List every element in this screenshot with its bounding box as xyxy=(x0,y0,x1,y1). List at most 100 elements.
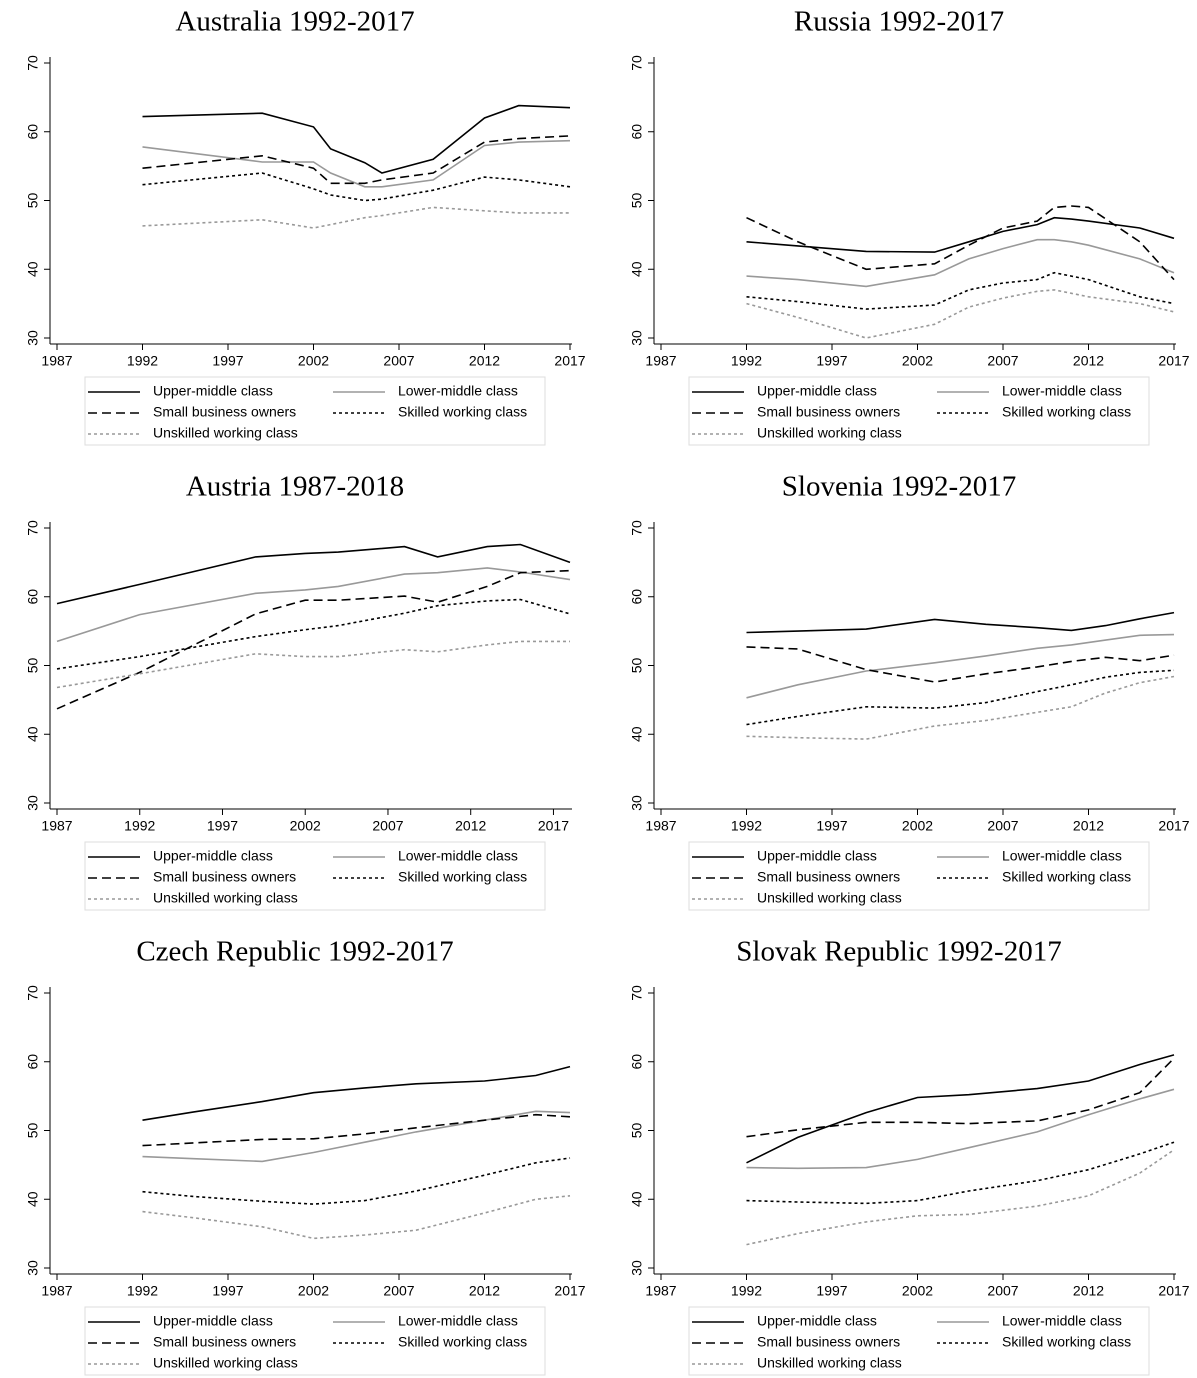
y-tick-label: 30 xyxy=(629,330,645,346)
series-line xyxy=(746,1088,1175,1170)
legend-label: Small business owners xyxy=(153,869,296,885)
y-tick-label: 50 xyxy=(25,658,41,674)
x-tick-label: 2017 xyxy=(554,353,585,369)
y-tick-label: 60 xyxy=(25,589,41,605)
x-tick-label: 1987 xyxy=(645,353,676,369)
x-tick-label: 1997 xyxy=(212,1283,243,1299)
legend-box xyxy=(84,1306,546,1376)
chart-title: Australia 1992-2017 xyxy=(175,6,414,38)
x-tick-label: 1992 xyxy=(127,1283,158,1299)
series-line xyxy=(142,206,570,229)
legend-label: Small business owners xyxy=(757,869,900,885)
y-tick-label: 30 xyxy=(629,795,645,811)
x-tick-label: 2002 xyxy=(290,818,321,834)
x-tick-label: 2007 xyxy=(372,818,403,834)
series-line xyxy=(746,1141,1175,1205)
series-line xyxy=(746,675,1175,740)
series-line xyxy=(746,289,1175,339)
series-line xyxy=(142,1157,571,1205)
legend-label: Lower-middle class xyxy=(398,1313,518,1329)
legend-label: Skilled working class xyxy=(1002,404,1131,420)
x-tick-label: 2012 xyxy=(1073,1283,1104,1299)
legend-box xyxy=(84,376,546,446)
legend-label: Skilled working class xyxy=(1002,1334,1131,1350)
x-tick-label: 2012 xyxy=(469,1283,500,1299)
legend-label: Small business owners xyxy=(757,1334,900,1350)
legend-label: Lower-middle class xyxy=(398,383,518,399)
legend-box xyxy=(688,841,1150,911)
series-line xyxy=(56,640,570,689)
series-line xyxy=(142,172,571,202)
legend-label: Unskilled working class xyxy=(153,1355,298,1371)
x-tick-label: 1987 xyxy=(41,1283,72,1299)
x-tick-label: 2007 xyxy=(383,353,414,369)
series-line xyxy=(142,135,571,185)
x-tick-label: 1997 xyxy=(207,818,238,834)
x-tick-label: 2012 xyxy=(469,353,500,369)
chart-title: Slovenia 1992-2017 xyxy=(782,471,1016,503)
series-line xyxy=(142,1110,571,1163)
series-line xyxy=(746,1149,1175,1246)
y-tick-label: 40 xyxy=(629,261,645,277)
x-tick-label: 2002 xyxy=(902,1283,933,1299)
legend-label: Skilled working class xyxy=(398,869,527,885)
x-tick-label: 2017 xyxy=(1158,1283,1189,1299)
x-tick-label: 2017 xyxy=(538,818,569,834)
chart-title: Slovak Republic 1992-2017 xyxy=(736,936,1061,968)
x-tick-label: 1992 xyxy=(731,1283,762,1299)
legend-box xyxy=(688,1306,1150,1376)
series-line xyxy=(746,669,1175,726)
x-tick-label: 1992 xyxy=(127,353,158,369)
x-tick-label: 2017 xyxy=(554,1283,585,1299)
x-tick-label: 1987 xyxy=(41,818,72,834)
x-tick-label: 2012 xyxy=(1073,353,1104,369)
y-tick-label: 60 xyxy=(629,589,645,605)
legend-label: Upper-middle class xyxy=(757,848,877,864)
y-tick-label: 40 xyxy=(25,261,41,277)
series-line xyxy=(56,598,571,670)
x-tick-label: 2017 xyxy=(1158,353,1189,369)
y-tick-label: 40 xyxy=(25,1191,41,1207)
legend-label: Upper-middle class xyxy=(153,848,273,864)
y-tick-label: 70 xyxy=(629,520,645,536)
x-tick-label: 2012 xyxy=(1073,818,1104,834)
x-tick-label: 2007 xyxy=(383,1283,414,1299)
series-line xyxy=(746,646,1175,683)
y-tick-label: 50 xyxy=(25,1123,41,1139)
y-tick-label: 60 xyxy=(629,124,645,140)
legend-label: Small business owners xyxy=(153,404,296,420)
x-tick-label: 1997 xyxy=(816,1283,847,1299)
y-tick-label: 50 xyxy=(629,193,645,209)
chart-title: Czech Republic 1992-2017 xyxy=(136,936,453,968)
panel: Australia 1992-2017 30 40 50 60 70 1987 1992 199… xyxy=(25,6,586,446)
legend-label: Unskilled working class xyxy=(153,425,298,441)
x-tick-label: 1997 xyxy=(212,353,243,369)
chart-title: Russia 1992-2017 xyxy=(794,6,1004,38)
x-tick-label: 2017 xyxy=(1158,818,1189,834)
series-line xyxy=(746,1054,1175,1164)
x-tick-label: 2002 xyxy=(902,353,933,369)
series-line xyxy=(56,567,571,643)
legend-label: Skilled working class xyxy=(398,404,527,420)
series-line xyxy=(142,1065,571,1121)
legend-label: Upper-middle class xyxy=(757,1313,877,1329)
legend-label: Small business owners xyxy=(757,404,900,420)
series-line xyxy=(746,611,1175,634)
series-line xyxy=(746,633,1175,699)
legend-label: Unskilled working class xyxy=(757,425,902,441)
series-line xyxy=(746,1057,1175,1138)
legend-label: Upper-middle class xyxy=(153,1313,273,1329)
x-tick-label: 1987 xyxy=(645,818,676,834)
series-line xyxy=(746,238,1175,288)
series-line xyxy=(56,569,571,710)
legend-label: Lower-middle class xyxy=(398,848,518,864)
chart-title: Austria 1987-2018 xyxy=(186,471,404,503)
y-tick-label: 70 xyxy=(629,55,645,71)
y-tick-label: 50 xyxy=(25,193,41,209)
y-tick-label: 40 xyxy=(629,726,645,742)
series-line xyxy=(142,1113,571,1147)
y-tick-label: 30 xyxy=(25,1260,41,1276)
y-tick-label: 30 xyxy=(25,330,41,346)
y-tick-label: 60 xyxy=(25,1054,41,1070)
legend-label: Lower-middle class xyxy=(1002,1313,1122,1329)
